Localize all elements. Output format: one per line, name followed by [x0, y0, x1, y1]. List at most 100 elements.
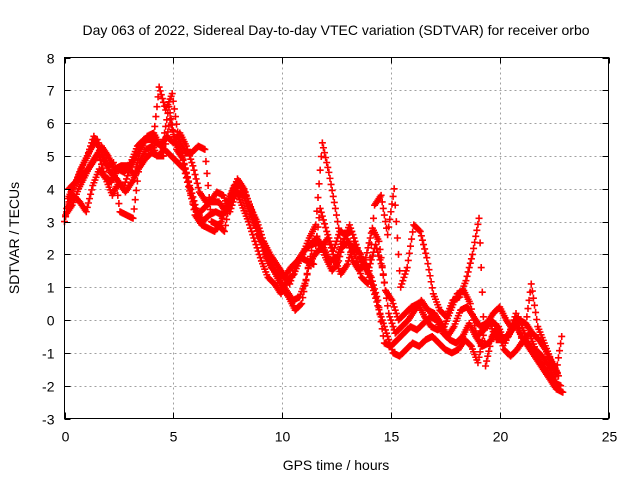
data-point: [343, 260, 351, 268]
data-point: [476, 348, 484, 356]
data-point: [374, 302, 382, 310]
data-point: [253, 244, 261, 252]
data-point: [390, 185, 398, 193]
data-point: [391, 201, 399, 209]
y-tick-label: 3: [47, 215, 55, 231]
data-point: [88, 186, 96, 194]
data-point: [181, 164, 189, 172]
data-point: [422, 249, 430, 257]
data-point: [378, 198, 386, 206]
points-layer: [61, 83, 567, 396]
x-tick-label: 20: [493, 429, 509, 445]
data-point: [409, 228, 417, 236]
data-point: [379, 319, 387, 327]
data-point: [191, 201, 199, 209]
x-tick-label: 15: [384, 429, 400, 445]
data-point: [311, 251, 319, 259]
data-point: [186, 181, 194, 189]
data-point: [220, 227, 228, 235]
y-tick-label: 0: [47, 313, 55, 329]
data-point: [188, 159, 196, 167]
data-point: [327, 180, 335, 188]
data-point: [303, 270, 311, 278]
data-point: [342, 231, 350, 239]
data-point: [389, 300, 397, 308]
data-point: [369, 214, 377, 222]
data-point: [313, 207, 321, 215]
data-point: [463, 272, 471, 280]
data-point: [403, 264, 411, 272]
data-point: [372, 294, 380, 302]
data-point: [323, 227, 331, 235]
data-point: [529, 294, 537, 302]
data-point: [398, 280, 406, 288]
data-point: [255, 224, 263, 232]
data-point: [109, 159, 117, 167]
data-point: [373, 298, 381, 306]
data-point: [351, 237, 359, 245]
data-point: [169, 97, 177, 105]
y-tick-label: 2: [47, 247, 55, 263]
data-point: [160, 152, 168, 160]
data-point: [189, 193, 197, 201]
chart-title: Day 063 of 2022, Sidereal Day-to-day VTE…: [82, 22, 589, 38]
data-point: [329, 247, 337, 255]
data-point: [532, 308, 540, 316]
data-point: [113, 183, 121, 191]
data-point: [337, 237, 345, 245]
data-point: [401, 270, 409, 278]
data-point: [166, 116, 174, 124]
data-point: [171, 113, 179, 121]
data-point: [474, 359, 482, 367]
data-point: [318, 139, 326, 147]
data-point: [190, 197, 198, 205]
data-point: [352, 241, 360, 249]
data-point: [114, 191, 122, 199]
data-point: [226, 197, 234, 205]
data-point: [388, 319, 396, 327]
data-point: [182, 168, 190, 176]
data-point: [204, 181, 212, 189]
data-point: [381, 218, 389, 226]
data-point: [243, 195, 251, 203]
data-point: [427, 278, 435, 286]
data-point: [299, 294, 307, 302]
data-point: [321, 149, 329, 157]
data-point: [168, 90, 176, 98]
data-point: [254, 247, 262, 255]
data-point: [86, 145, 94, 153]
data-point: [335, 224, 343, 232]
data-point: [388, 200, 396, 208]
data-point: [287, 277, 295, 285]
data-point: [354, 247, 362, 255]
data-point: [158, 95, 166, 103]
data-point: [217, 218, 225, 226]
data-point: [248, 227, 256, 235]
data-point: [378, 262, 386, 270]
data-point: [471, 322, 479, 330]
x-axis-title: GPS time / hours: [283, 457, 390, 473]
data-point: [482, 362, 490, 370]
data-point: [476, 239, 484, 247]
y-tick-label: -2: [42, 379, 55, 395]
data-point: [245, 221, 253, 229]
data-point: [203, 169, 211, 177]
data-point: [354, 262, 362, 270]
data-point: [242, 191, 250, 199]
data-point: [479, 313, 487, 321]
data-point: [191, 171, 199, 179]
data-point: [133, 177, 141, 185]
data-point: [206, 206, 214, 214]
data-point: [190, 166, 198, 174]
x-tick-label: 10: [275, 429, 291, 445]
y-tick-label: -3: [42, 412, 55, 428]
data-point: [130, 205, 138, 213]
data-point: [170, 105, 178, 113]
data-point: [366, 260, 374, 268]
data-point: [477, 264, 485, 272]
data-point: [312, 221, 320, 229]
data-point: [162, 140, 170, 148]
y-tick-label: 8: [47, 51, 55, 67]
data-point: [312, 242, 320, 250]
